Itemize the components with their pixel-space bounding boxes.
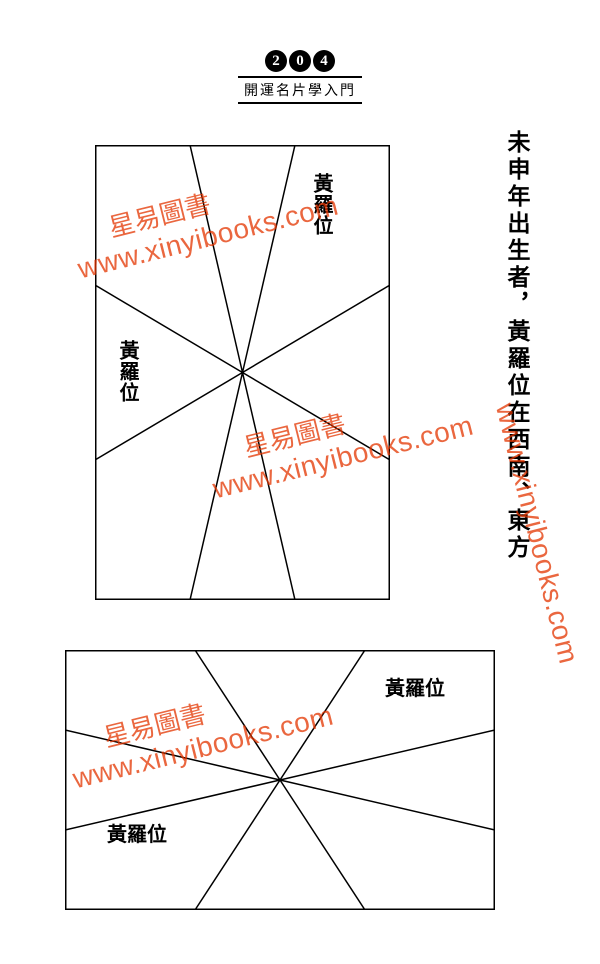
sector-label: 黃羅位 <box>385 672 445 701</box>
section-heading: 未申年出生者，黃羅位在西南、東方 <box>502 130 530 562</box>
sector-label: 黃羅位 <box>113 340 142 403</box>
sector-label: 黃羅位 <box>307 173 336 236</box>
page-digit: 4 <box>313 50 335 72</box>
diagram-landscape: 黃羅位 黃羅位 <box>65 650 495 915</box>
page-digit: 2 <box>265 50 287 72</box>
sector-label: 黃羅位 <box>107 818 167 847</box>
page-header: 2 0 4 開運名片學入門 <box>238 50 362 104</box>
diagram-portrait: 黃羅位 黃羅位 <box>95 145 390 605</box>
page-digit: 0 <box>289 50 311 72</box>
book-title: 開運名片學入門 <box>238 76 362 104</box>
page-number: 2 0 4 <box>238 50 362 72</box>
